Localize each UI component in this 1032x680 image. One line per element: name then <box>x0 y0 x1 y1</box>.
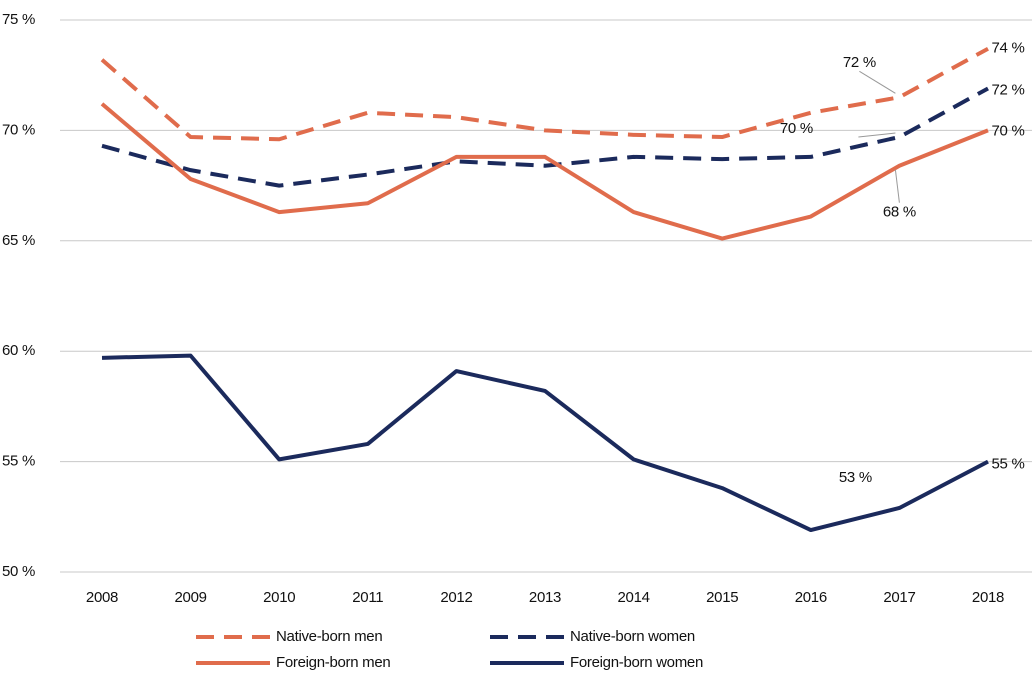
data-label: 74 % <box>992 40 1025 57</box>
y-tick-label: 75 % <box>2 11 35 28</box>
x-tick-label: 2009 <box>175 589 207 606</box>
data-label: 68 % <box>883 204 916 221</box>
x-tick-label: 2010 <box>263 589 295 606</box>
y-tick-label: 60 % <box>2 342 35 359</box>
y-tick-label: 70 % <box>2 121 35 138</box>
y-tick-label: 50 % <box>2 563 35 580</box>
x-tick-label: 2016 <box>795 589 827 606</box>
x-tick-label: 2011 <box>352 589 383 606</box>
legend-label: Foreign-born men <box>276 654 390 671</box>
leader-line <box>894 169 900 203</box>
data-label: 70 % <box>992 122 1025 139</box>
x-tick-label: 2008 <box>86 589 118 606</box>
x-tick-label: 2012 <box>440 589 472 606</box>
x-tick-label: 2018 <box>972 589 1004 606</box>
data-label: 70 % <box>780 120 813 137</box>
x-tick-label: 2015 <box>706 589 738 606</box>
legend-label: Native-born men <box>276 628 382 645</box>
x-tick-label: 2017 <box>883 589 915 606</box>
leader-line <box>858 132 896 138</box>
data-label: 53 % <box>839 469 872 486</box>
legend-label: Native-born women <box>570 628 695 645</box>
legend-label: Foreign-born women <box>570 654 703 671</box>
data-label: 72 % <box>843 54 876 71</box>
series-line <box>101 86 989 188</box>
series-line <box>100 46 989 142</box>
y-tick-label: 65 % <box>2 232 35 249</box>
series-line <box>100 102 989 241</box>
x-tick-label: 2014 <box>618 589 650 606</box>
x-tick-label: 2013 <box>529 589 561 606</box>
series-line <box>101 353 989 533</box>
leader-line <box>859 70 896 94</box>
data-label: 55 % <box>992 456 1025 473</box>
y-tick-label: 55 % <box>2 453 35 470</box>
data-label: 72 % <box>992 81 1025 98</box>
